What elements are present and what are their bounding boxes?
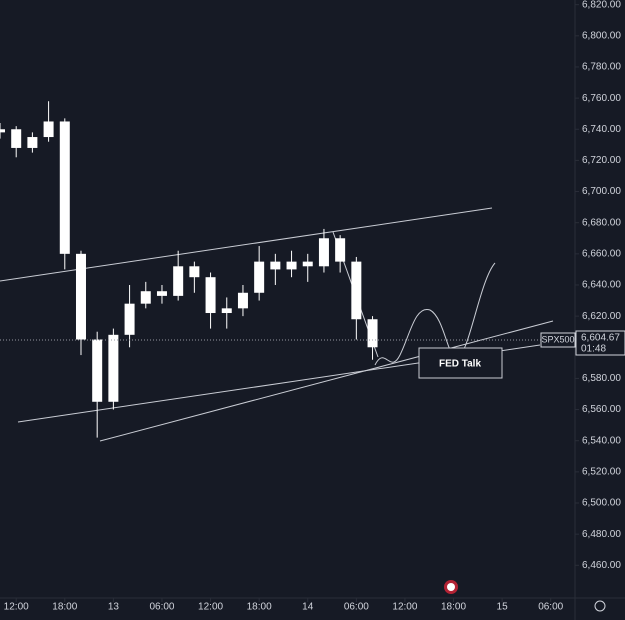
price-tag <box>575 330 625 356</box>
candle-body <box>140 291 151 304</box>
candle-body <box>75 253 86 340</box>
x-tick-label: 06:00 <box>344 602 369 613</box>
y-tick-label: 6,580.00 <box>582 373 621 384</box>
symbol-tag <box>540 332 576 348</box>
y-tick-label: 6,560.00 <box>582 404 621 415</box>
y-tick-label: 6,820.00 <box>582 0 621 10</box>
x-tick-label: 06:00 <box>149 602 174 613</box>
candle-body <box>286 261 297 270</box>
candle-body <box>27 137 38 148</box>
x-tick-label: 12:00 <box>4 602 29 613</box>
x-tick-label: 18:00 <box>441 602 466 613</box>
candle-body <box>92 339 103 402</box>
y-tick-label: 6,780.00 <box>582 62 621 73</box>
candle-body <box>124 303 135 335</box>
y-tick-label: 6,740.00 <box>582 124 621 135</box>
candle-body <box>270 261 281 270</box>
candle-body <box>205 277 216 314</box>
x-tick-label: 06:00 <box>538 602 563 613</box>
annotation-text: FED Talk <box>439 359 481 370</box>
y-tick-label: 6,500.00 <box>582 498 621 509</box>
countdown-label: 01:48 <box>581 344 606 355</box>
symbol-label: SPX500 <box>541 334 574 344</box>
x-tick-label: 18:00 <box>52 602 77 613</box>
y-tick-label: 6,460.00 <box>582 560 621 571</box>
candle-body <box>351 261 362 320</box>
price-label: 6,604.67 <box>581 333 620 344</box>
x-tick-label: 13 <box>108 602 120 613</box>
x-tick-label: 12:00 <box>198 602 223 613</box>
candle-body <box>173 266 184 296</box>
candle-body <box>237 292 248 309</box>
y-tick-label: 6,680.00 <box>582 217 621 228</box>
y-tick-label: 6,620.00 <box>582 311 621 322</box>
y-tick-label: 6,640.00 <box>582 280 621 291</box>
y-tick-label: 6,720.00 <box>582 155 621 166</box>
annotation-box <box>418 347 503 379</box>
candle-body <box>0 129 5 133</box>
candle-body <box>254 261 265 293</box>
trend-line <box>99 320 554 442</box>
y-tick-label: 6,520.00 <box>582 467 621 478</box>
candle-body <box>11 129 22 148</box>
event-icon-inner <box>447 583 455 591</box>
x-tick-label: 15 <box>497 602 509 613</box>
projection-path <box>374 262 496 366</box>
candle-body <box>189 266 200 278</box>
candle-body <box>318 238 329 267</box>
candle-body <box>156 291 167 296</box>
x-tick-label: 14 <box>302 602 314 613</box>
y-tick-label: 6,760.00 <box>582 93 621 104</box>
y-tick-label: 6,800.00 <box>582 30 621 41</box>
candle-body <box>59 121 70 254</box>
x-tick-label: 12:00 <box>392 602 417 613</box>
y-tick-label: 6,700.00 <box>582 186 621 197</box>
settings-icon[interactable] <box>594 600 606 612</box>
y-tick-label: 6,480.00 <box>582 529 621 540</box>
candle-body <box>108 334 119 402</box>
x-tick-label: 18:00 <box>247 602 272 613</box>
candle-body <box>43 121 54 138</box>
y-tick-label: 6,660.00 <box>582 248 621 259</box>
candle-body <box>302 261 313 267</box>
candle-body <box>221 308 232 314</box>
y-tick-label: 6,540.00 <box>582 435 621 446</box>
candle-body <box>367 319 378 348</box>
candle-body <box>335 238 346 262</box>
